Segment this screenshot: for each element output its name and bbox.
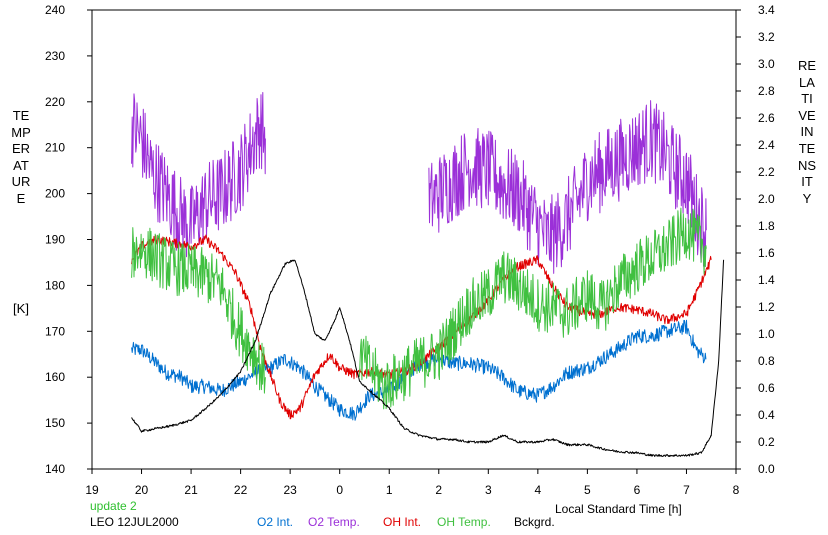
y-left-tick-label: 230: [45, 49, 65, 63]
x-tick-label: 4: [535, 483, 542, 497]
y-right-tick-label: 0.8: [758, 354, 775, 368]
y-right-tick-label: 1.0: [758, 327, 775, 341]
x-tick-label: 8: [733, 483, 740, 497]
x-tick-label: 3: [485, 483, 492, 497]
station-date-annotation: LEO 12JUL2000: [90, 515, 179, 529]
y-right-tick-label: 2.0: [758, 192, 775, 206]
y-left-tick-label: 200: [45, 187, 65, 201]
legend-oh-temp: OH Temp.: [437, 515, 491, 529]
x-tick-label: 21: [184, 483, 198, 497]
y-left-tick-label: 210: [45, 141, 65, 155]
legend-oh-int: OH Int.: [383, 515, 422, 529]
x-axis-label: Local Standard Time [h]: [555, 502, 682, 516]
x-tick-label: 7: [683, 483, 690, 497]
y-right-tick-label: 1.6: [758, 246, 775, 260]
y-right-tick-label: 3.4: [758, 3, 775, 17]
y-right-tick-label: 2.2: [758, 165, 775, 179]
legend-o2-temp: O2 Temp.: [308, 515, 360, 529]
y-right-tick-label: 0.6: [758, 381, 775, 395]
series-line-oh-temp: [131, 207, 707, 410]
y-left-tick-label: 170: [45, 324, 65, 338]
y-axis-right: 0.0 0.2 0.4 0.6 0.8 1.0 1.2 1.4 1.6 1.8 2.0 2.2 2.4 2…: [736, 3, 775, 476]
y-left-tick-label: 180: [45, 278, 65, 292]
y-right-tick-label: 0.2: [758, 435, 775, 449]
x-tick-label: 1: [386, 483, 393, 497]
series-line-o2-temp: [131, 92, 707, 274]
y-right-tick-label: 3.2: [758, 30, 775, 44]
y-left-tick-label: 220: [45, 95, 65, 109]
legend-o2-int: O2 Int.: [257, 515, 294, 529]
plot-frame: [91, 9, 737, 470]
series-line-bckgrd: [131, 259, 725, 457]
y-left-tick-label: 190: [45, 233, 65, 247]
y-right-tick-label: 1.2: [758, 300, 775, 314]
y-axis-left-unit: [K]: [13, 301, 29, 316]
x-tick-label: 20: [135, 483, 149, 497]
legend-bckgrd: Bckgrd.: [514, 515, 555, 529]
y-right-tick-label: 3.0: [758, 57, 775, 71]
x-tick-label: 23: [283, 483, 297, 497]
x-tick-label: 22: [234, 483, 248, 497]
update-annotation: update 2: [90, 499, 137, 513]
y-right-tick-label: 1.8: [758, 219, 775, 233]
x-tick-label: 19: [85, 483, 99, 497]
x-tick-label: 5: [584, 483, 591, 497]
x-axis: 19 20 21 22 23 0 1 2 3 4 5 6 7 8: [85, 469, 740, 497]
y-right-tick-label: 2.4: [758, 138, 775, 152]
y-axis-right-label: RELATIVE INTENSITY: [797, 58, 817, 206]
y-left-tick-label: 240: [45, 3, 65, 17]
y-left-tick-label: 150: [45, 416, 65, 430]
y-left-tick-label: 160: [45, 370, 65, 384]
series-line-o2-int: [131, 319, 707, 421]
y-axis-left-label: TEMPERATURE: [11, 108, 31, 206]
y-right-tick-label: 2.6: [758, 111, 775, 125]
y-right-tick-label: 0.0: [758, 462, 775, 476]
x-tick-label: 2: [435, 483, 442, 497]
y-right-tick-label: 1.4: [758, 273, 775, 287]
y-right-tick-label: 2.8: [758, 84, 775, 98]
x-tick-label: 0: [336, 483, 343, 497]
x-tick-label: 6: [634, 483, 641, 497]
y-axis-left: 140 150 160 170 180 190 200 210 220 230 240: [45, 3, 92, 476]
y-left-tick-label: 140: [45, 462, 65, 476]
series-lines: [131, 92, 725, 457]
y-right-tick-label: 0.4: [758, 408, 775, 422]
